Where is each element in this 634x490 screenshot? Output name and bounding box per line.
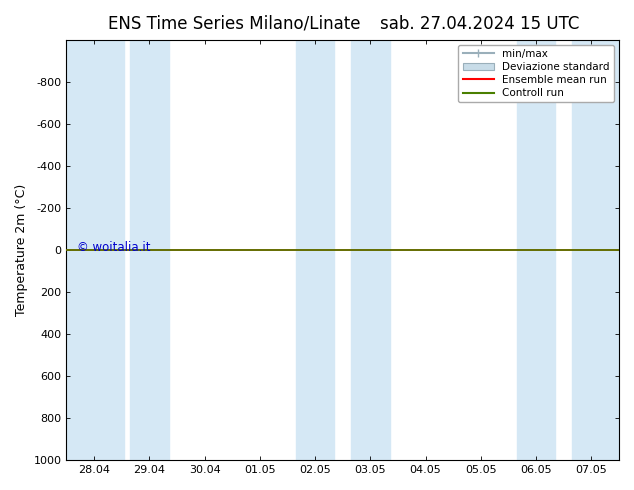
Bar <box>572 40 619 460</box>
Bar <box>517 40 555 460</box>
Text: © woitalia.it: © woitalia.it <box>77 241 151 254</box>
Text: ENS Time Series Milano/Linate: ENS Time Series Milano/Linate <box>108 15 360 33</box>
Text: sab. 27.04.2024 15 UTC: sab. 27.04.2024 15 UTC <box>380 15 579 33</box>
Bar <box>67 40 124 460</box>
Bar <box>351 40 390 460</box>
Bar <box>295 40 334 460</box>
Bar <box>130 40 169 460</box>
Y-axis label: Temperature 2m (°C): Temperature 2m (°C) <box>15 184 28 316</box>
Legend: min/max, Deviazione standard, Ensemble mean run, Controll run: min/max, Deviazione standard, Ensemble m… <box>458 45 614 102</box>
